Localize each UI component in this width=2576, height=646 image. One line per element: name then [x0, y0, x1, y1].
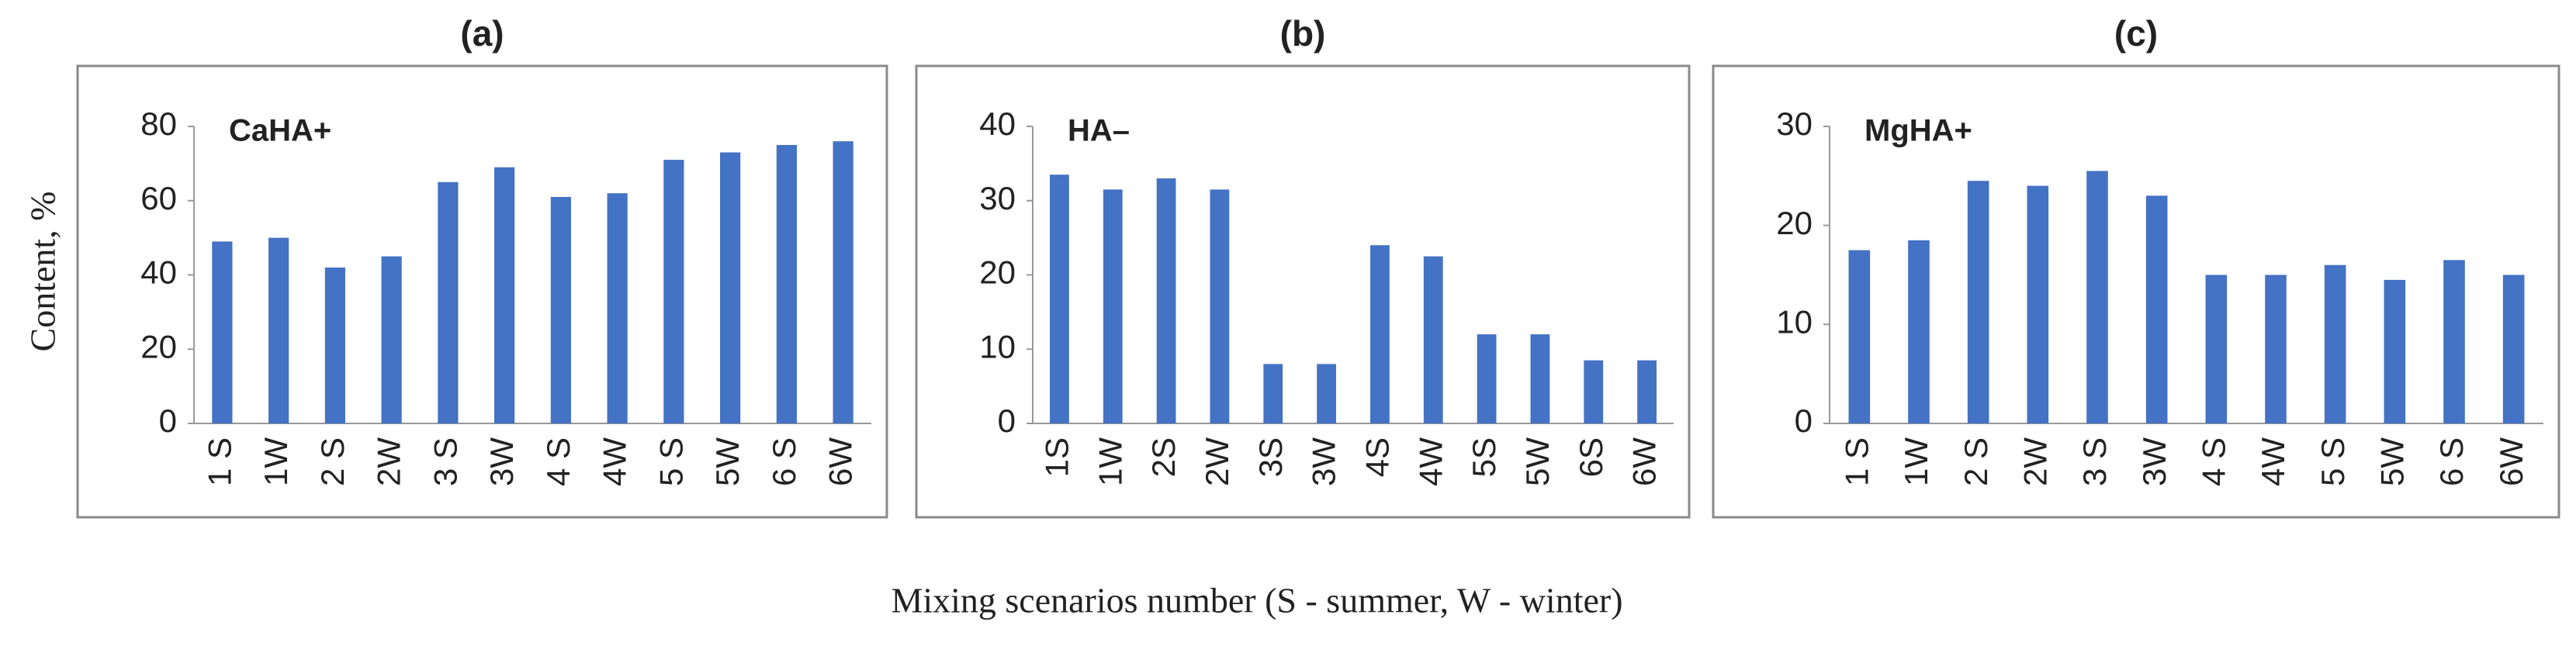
bar	[1263, 364, 1283, 423]
bar	[776, 144, 797, 423]
series-annotation: CaHA+	[229, 114, 331, 148]
x-axis-label: Mixing scenarios number (S - summer, W -…	[891, 581, 1622, 620]
bar	[720, 152, 741, 423]
x-tick-label: 4W	[2255, 437, 2291, 486]
bar	[1967, 181, 1989, 423]
x-tick-label: 1 S	[1838, 437, 1875, 486]
bar	[2145, 195, 2168, 423]
bar	[1103, 189, 1123, 423]
x-tick-label: 3 S	[2076, 437, 2113, 486]
x-tick-label: 6W	[2493, 437, 2529, 486]
x-tick-label: 3W	[483, 437, 520, 486]
y-tick-label: 0	[1795, 402, 1813, 439]
x-tick-label: 1W	[1898, 437, 1934, 486]
panel-title: (b)	[1280, 13, 1326, 54]
bar	[2027, 185, 2049, 423]
x-tick-label: 5W	[709, 437, 746, 486]
bar	[2502, 275, 2525, 423]
y-tick-label: 20	[1776, 205, 1813, 241]
x-tick-label: 5W	[2373, 437, 2410, 486]
y-tick-label: 10	[979, 328, 1016, 364]
bar	[2205, 275, 2228, 423]
bar	[494, 167, 515, 423]
y-tick-label: 40	[140, 254, 177, 291]
bar	[1477, 334, 1497, 423]
x-tick-label: 1W	[1092, 437, 1128, 486]
y-tick-label: 20	[140, 328, 177, 364]
x-tick-label: 4 S	[2195, 437, 2231, 486]
y-tick-label: 10	[1776, 303, 1813, 340]
x-tick-label: 3W	[2136, 437, 2173, 486]
x-tick-label: 6 S	[2433, 437, 2470, 486]
x-tick-label: 1W	[258, 437, 294, 486]
y-axis-label: Content, %	[23, 192, 63, 352]
bar	[2443, 260, 2465, 423]
y-tick-label: 0	[159, 402, 177, 439]
bar	[438, 181, 459, 423]
x-tick-label: 4 S	[540, 437, 576, 486]
y-tick-label: 30	[979, 180, 1016, 216]
bar	[1210, 189, 1230, 423]
bar	[1908, 240, 1930, 423]
x-tick-label: 4S	[1359, 437, 1396, 477]
x-tick-label: 3W	[1306, 437, 1342, 486]
bar	[2384, 279, 2406, 423]
bar	[2265, 275, 2287, 423]
bar	[833, 141, 853, 423]
x-tick-label: 6 S	[766, 437, 802, 486]
x-tick-label: 1S	[1039, 437, 1075, 477]
bar	[663, 160, 684, 423]
series-annotation: HA–	[1068, 114, 1130, 148]
x-tick-label: 5W	[1519, 437, 1556, 486]
x-tick-label: 3S	[1252, 437, 1289, 477]
y-tick-label: 30	[1776, 105, 1813, 142]
x-tick-label: 2W	[1199, 437, 1235, 486]
y-tick-label: 60	[140, 180, 177, 216]
x-tick-label: 4W	[597, 437, 633, 486]
series-annotation: MgHA+	[1864, 114, 1972, 148]
x-tick-label: 3 S	[427, 437, 463, 486]
panel-title: (c)	[2114, 13, 2158, 54]
bar	[324, 267, 345, 423]
x-tick-label: 5 S	[2315, 437, 2351, 486]
bar	[268, 237, 289, 423]
y-tick-label: 80	[140, 105, 177, 142]
x-tick-label: 5S	[1466, 437, 1502, 477]
bar	[1317, 364, 1336, 423]
x-tick-label: 4W	[1412, 437, 1449, 486]
x-tick-label: 2W	[371, 437, 407, 486]
bar	[1848, 250, 1871, 423]
bar	[212, 241, 233, 423]
bar	[1637, 360, 1657, 423]
bar	[1530, 334, 1550, 423]
panel-title: (a)	[460, 13, 504, 54]
bar	[1370, 245, 1390, 423]
y-tick-label: 20	[979, 254, 1016, 291]
bar	[2086, 171, 2108, 423]
x-tick-label: 1 S	[201, 437, 237, 486]
bar	[607, 193, 628, 424]
panel-frame	[76, 64, 888, 519]
panel-frame	[1712, 64, 2560, 519]
bar	[550, 196, 571, 423]
y-tick-label: 0	[998, 402, 1016, 439]
x-tick-label: 2S	[1145, 437, 1182, 477]
bar	[1423, 256, 1443, 423]
bar	[1156, 178, 1176, 423]
x-tick-label: 6W	[822, 437, 859, 486]
x-tick-label: 2 S	[314, 437, 351, 486]
y-tick-label: 40	[979, 105, 1016, 142]
x-tick-label: 5 S	[653, 437, 689, 486]
x-tick-label: 2W	[2017, 437, 2053, 486]
x-tick-label: 6W	[1626, 437, 1663, 486]
bar	[1050, 174, 1069, 424]
bar	[2324, 264, 2346, 423]
bar	[1584, 360, 1604, 423]
bar	[381, 256, 402, 423]
x-tick-label: 6S	[1573, 437, 1609, 477]
x-tick-label: 2 S	[1958, 437, 1994, 486]
panel-frame	[915, 64, 1691, 519]
